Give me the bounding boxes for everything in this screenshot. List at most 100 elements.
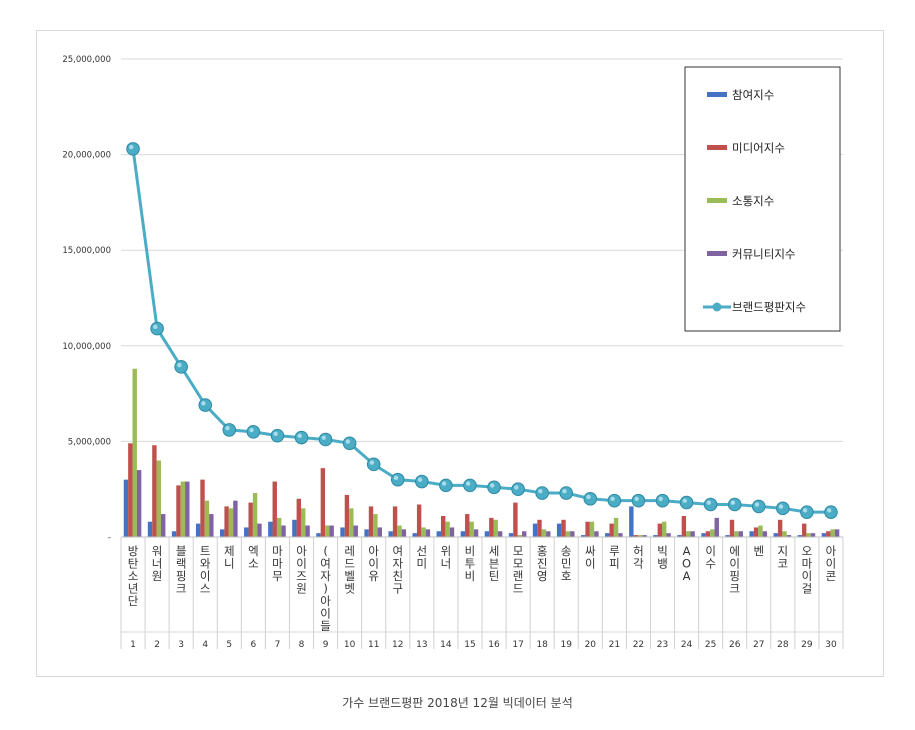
bar-소통지수: [397, 525, 402, 537]
point-highlight: [177, 362, 182, 368]
bar-소통지수: [589, 521, 595, 537]
bar-소통지수: [132, 368, 137, 537]
bar-커뮤니티지수: [690, 531, 695, 537]
rank-label: 25: [705, 640, 716, 650]
bar-참여지수: [773, 533, 778, 537]
y-tick-label: 10,000,000: [62, 342, 111, 352]
legend-label: 브랜드평판지수: [732, 300, 806, 314]
bar-커뮤니티지수: [449, 527, 455, 537]
bar-소통지수: [637, 535, 643, 537]
bar-커뮤니티지수: [329, 525, 334, 537]
line-point: [535, 486, 549, 500]
rank-label: 20: [585, 640, 597, 650]
point-highlight: [225, 425, 230, 431]
bar-참여지수: [460, 531, 466, 537]
bar-미디어지수: [777, 519, 783, 537]
point-highlight: [249, 427, 254, 433]
point-highlight: [778, 504, 784, 509]
bar-커뮤니티지수: [786, 535, 792, 537]
line-point: [342, 436, 357, 451]
point-highlight: [730, 500, 736, 505]
bar-참여지수: [268, 521, 273, 537]
rank-label: 9: [323, 640, 329, 650]
bar-소통지수: [228, 508, 234, 537]
rank-label: 26: [729, 640, 741, 650]
rank-label: 16: [488, 640, 500, 650]
point-highlight: [706, 500, 712, 505]
point-highlight: [826, 508, 832, 513]
bar-커뮤니티지수: [642, 535, 647, 537]
rank-label: 11: [368, 640, 379, 650]
bar-커뮤니티지수: [257, 523, 262, 537]
y-tick-label: 5,000,000: [68, 437, 111, 447]
legend-marker: [712, 302, 722, 312]
bar-소통지수: [469, 521, 474, 537]
bar-소통지수: [758, 525, 763, 537]
bar-커뮤니티지수: [185, 481, 190, 537]
rank-label: 14: [440, 640, 452, 650]
bar-소통지수: [830, 529, 835, 537]
point-highlight: [658, 496, 663, 502]
bar-참여지수: [244, 527, 249, 537]
rank-label: 21: [609, 640, 620, 650]
bar-커뮤니티지수: [353, 525, 358, 537]
bar-미디어지수: [585, 521, 590, 537]
bar-커뮤니티지수: [834, 529, 840, 537]
line-point: [246, 425, 261, 439]
bar-소통지수: [662, 521, 667, 537]
y-axis-ticks: 25,000,000 20,000,000 15,000,000 10,000,000…: [62, 55, 111, 543]
bar-커뮤니티지수: [714, 517, 719, 537]
bar-소통지수: [493, 519, 498, 537]
line-point: [270, 428, 285, 443]
rank-label: 23: [657, 640, 668, 650]
bar-참여지수: [749, 531, 754, 537]
bar-미디어지수: [465, 514, 470, 537]
bar-참여지수: [532, 523, 538, 537]
line-point: [679, 495, 694, 510]
rank-label: 2: [154, 640, 160, 650]
bar-미디어지수: [248, 502, 253, 537]
bar-미디어지수: [729, 519, 735, 537]
point-highlight: [634, 496, 639, 502]
legend-swatch: [707, 145, 727, 150]
line-point: [366, 457, 381, 472]
legend-label: 참여지수: [732, 88, 774, 102]
legend-label: 소통지수: [732, 194, 774, 208]
bar-참여지수: [364, 529, 369, 537]
bar-커뮤니티지수: [401, 529, 407, 537]
point-highlight: [393, 475, 399, 481]
bar-미디어지수: [633, 535, 638, 537]
line-point: [607, 493, 622, 508]
bar-참여지수: [581, 535, 586, 537]
legend-swatch: [707, 92, 727, 97]
bar-참여지수: [725, 535, 730, 537]
point-highlight: [321, 435, 326, 440]
point-highlight: [129, 144, 134, 150]
line-point: [511, 482, 525, 497]
line-point: [463, 478, 477, 493]
line-point: [776, 501, 790, 516]
bar-참여지수: [508, 533, 514, 537]
rank-label: 4: [202, 640, 208, 650]
rank-label: 10: [344, 640, 356, 650]
line-point: [222, 423, 237, 437]
bar-커뮤니티지수: [281, 525, 286, 537]
bar-커뮤니티지수: [377, 527, 382, 537]
bar-소통지수: [517, 535, 522, 537]
y-tick-label: 20,000,000: [62, 151, 111, 161]
bar-소통지수: [445, 521, 450, 537]
line-point: [824, 505, 838, 519]
